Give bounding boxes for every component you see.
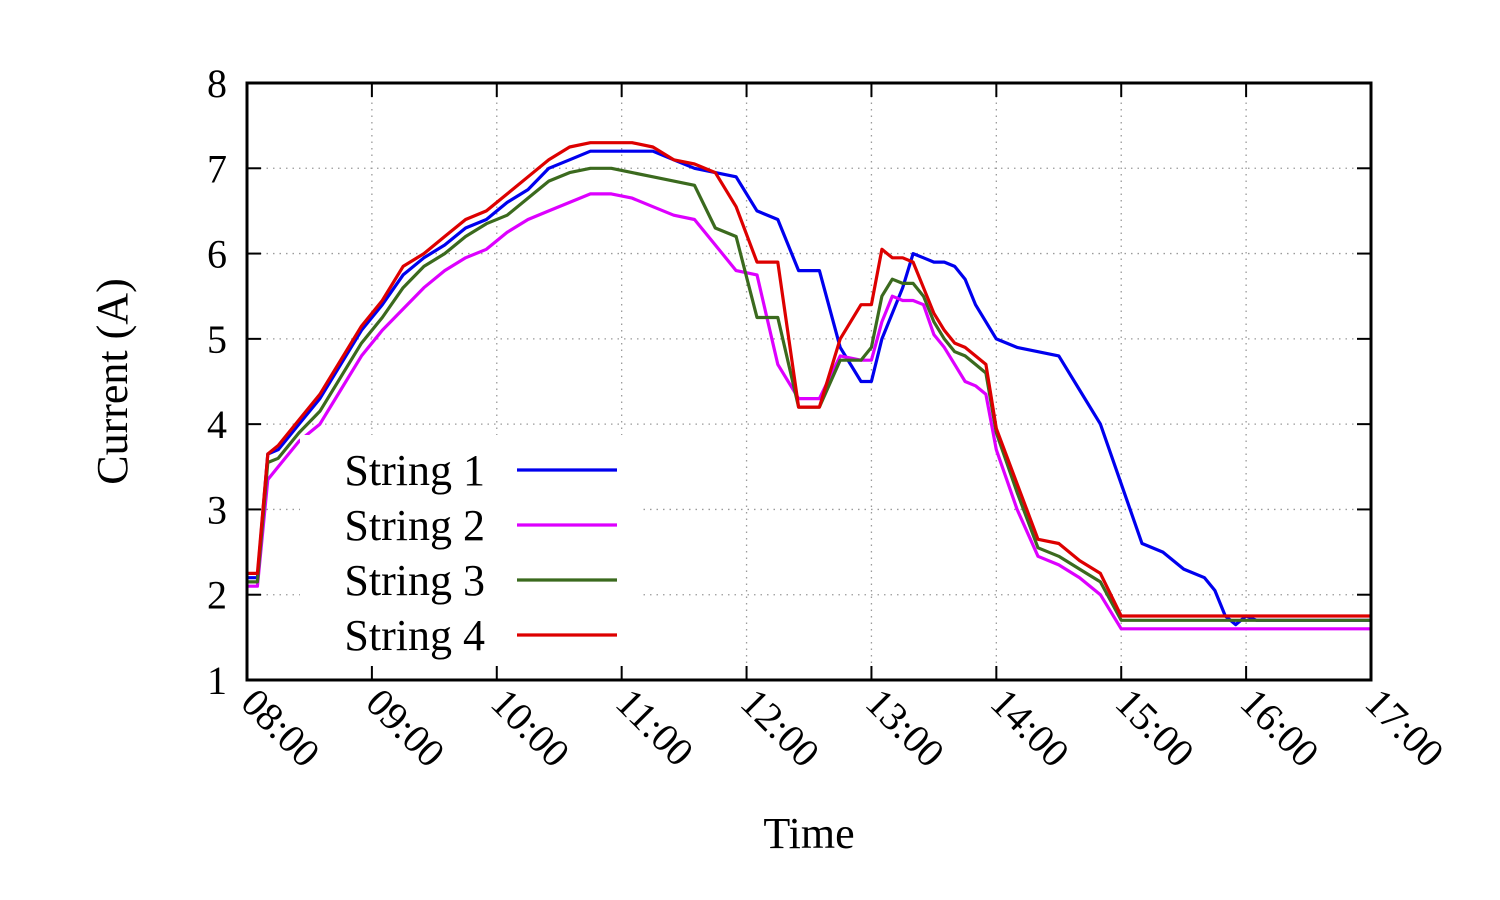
- x-tick-label: 10:00: [482, 680, 578, 776]
- legend-background: [300, 435, 640, 665]
- x-tick-label: 15:00: [1107, 680, 1203, 776]
- series-line-string-1: [247, 149, 1371, 627]
- y-tick-label: 2: [207, 573, 227, 618]
- y-tick-label: 3: [207, 487, 227, 532]
- y-tick-label: 7: [207, 146, 227, 191]
- x-tick-label: 16:00: [1232, 680, 1328, 776]
- series-line-string-2: [247, 192, 1371, 631]
- series-line-string-4: [247, 141, 1371, 618]
- y-axis-tick-labels: 1 2 3 4 5 6 7 8: [207, 61, 227, 703]
- series-line-string-3: [247, 166, 1371, 622]
- legend-label: String 2: [344, 501, 485, 550]
- grid: [247, 83, 1371, 680]
- legend-label: String 1: [344, 446, 485, 495]
- axis-ticks: [246, 82, 1372, 681]
- y-tick-label: 5: [207, 317, 227, 362]
- x-tick-label: 12:00: [732, 680, 828, 776]
- x-axis-title: Time: [763, 809, 854, 858]
- x-tick-label: 14:00: [982, 680, 1078, 776]
- plot-frame: [245, 81, 1373, 682]
- y-tick-label: 8: [207, 61, 227, 106]
- x-tick-label: 08:00: [233, 680, 329, 776]
- x-tick-label: 17:00: [1357, 680, 1453, 776]
- y-tick-label: 1: [207, 658, 227, 703]
- x-axis-tick-labels: 08:00 09:00 10:00 11:00 12:00 13:00 14:00 15:00…: [233, 680, 1453, 776]
- x-tick-label: 09:00: [358, 680, 454, 776]
- legend-label: String 3: [344, 556, 485, 605]
- plot-area: [247, 141, 1371, 631]
- y-axis-title: Current (A): [88, 278, 137, 485]
- x-tick-label: 13:00: [857, 680, 953, 776]
- legend-label: String 4: [344, 611, 485, 660]
- legend: String 1 String 2 String 3 String 4: [344, 446, 617, 660]
- y-tick-label: 6: [207, 232, 227, 277]
- y-tick-label: 4: [207, 402, 227, 447]
- x-tick-label: 11:00: [607, 680, 702, 775]
